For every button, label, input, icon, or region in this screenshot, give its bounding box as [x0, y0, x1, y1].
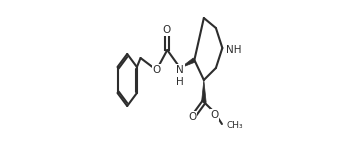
Text: CH₃: CH₃ [226, 121, 243, 130]
Polygon shape [202, 80, 206, 102]
Text: O: O [189, 112, 197, 122]
Text: N: N [176, 65, 184, 75]
Text: H: H [176, 77, 184, 87]
Text: O: O [152, 65, 161, 75]
Text: O: O [210, 110, 219, 120]
Text: H: H [176, 77, 184, 87]
Text: O: O [189, 112, 197, 122]
Text: O: O [162, 25, 170, 35]
Text: CH₃: CH₃ [226, 121, 243, 130]
Text: N: N [176, 66, 184, 76]
Text: NH: NH [226, 45, 241, 55]
Text: O: O [152, 65, 161, 75]
Text: NH: NH [226, 45, 241, 55]
Text: O: O [210, 110, 219, 120]
Text: O: O [162, 25, 170, 35]
Polygon shape [180, 58, 196, 68]
